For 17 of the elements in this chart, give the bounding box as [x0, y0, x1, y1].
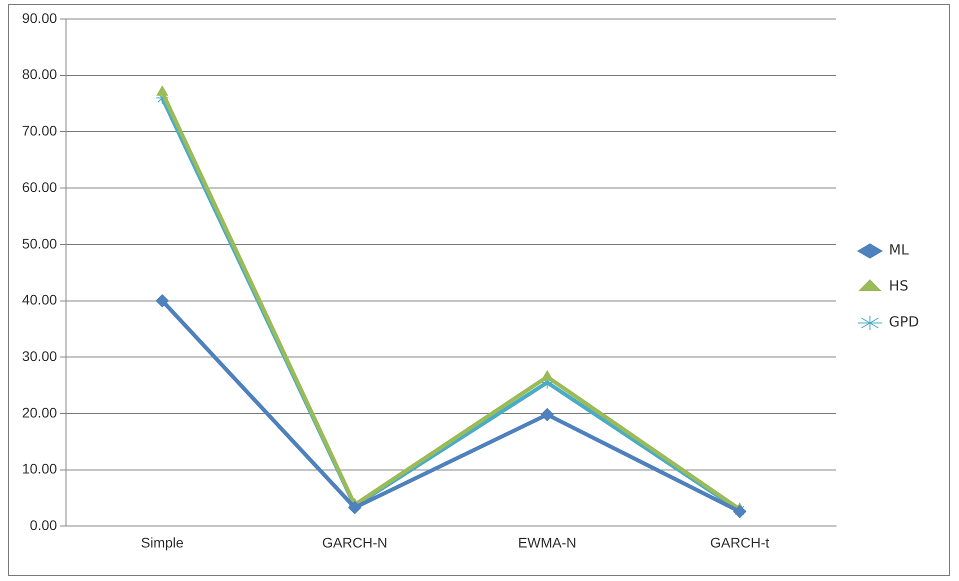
- y-tick-label: 30.00: [22, 348, 58, 364]
- y-tick-label: 10.00: [22, 460, 58, 477]
- x-tick-label: Simple: [140, 534, 184, 550]
- y-tick-label: 20.00: [22, 404, 58, 420]
- y-tick-label: 60.00: [22, 178, 58, 195]
- y-tick-label: 90.00: [22, 10, 58, 26]
- x-tick-label: EWMA-N: [518, 534, 576, 550]
- x-tick-label: GARCH-t: [710, 534, 770, 550]
- x-tick-label: GARCH-N: [322, 534, 388, 550]
- y-tick-label: 50.00: [22, 235, 58, 252]
- y-tick-label: 40.00: [22, 292, 58, 308]
- y-tick-label: 80.00: [22, 66, 58, 82]
- y-tick-label: 0.00: [30, 517, 58, 534]
- y-tick-label: 70.00: [22, 122, 58, 139]
- legend-label: HS: [888, 278, 908, 295]
- legend-label: GPD: [888, 314, 920, 331]
- legend-label: ML: [888, 242, 910, 259]
